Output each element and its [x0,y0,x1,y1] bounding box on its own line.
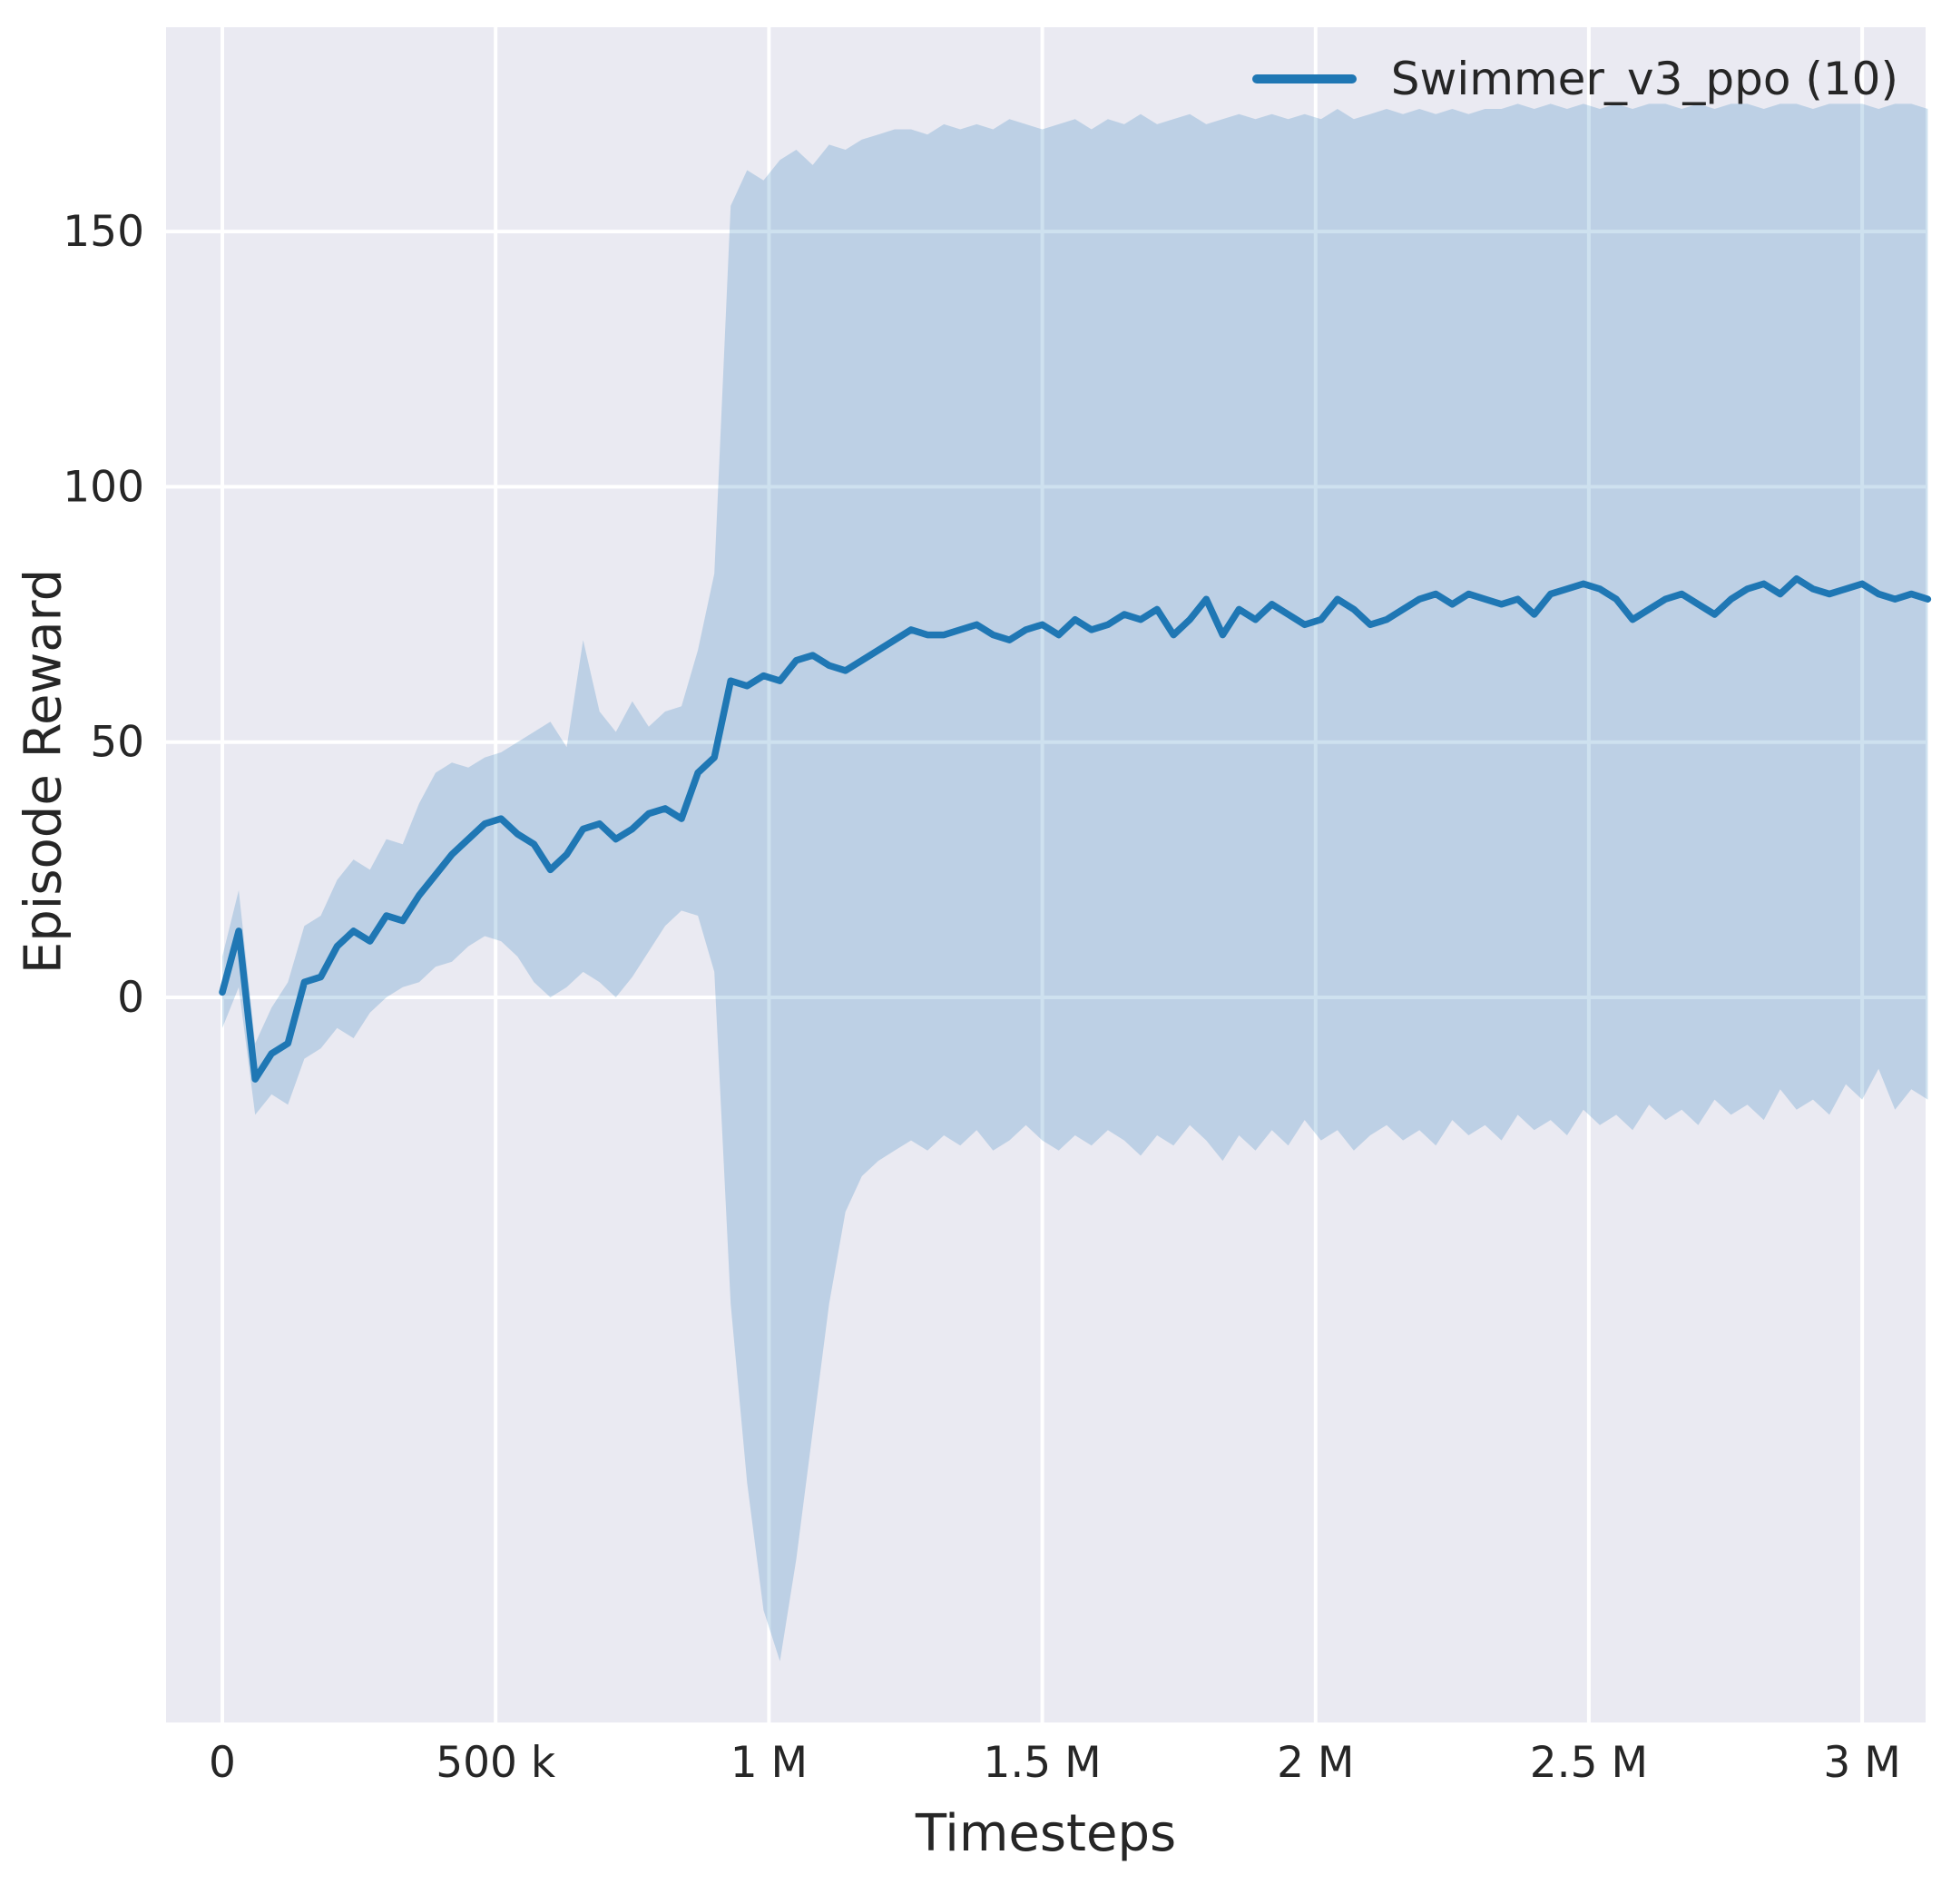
y-tick-label: 0 [117,973,144,1023]
y-tick-label: 100 [63,462,144,512]
legend: Swimmer_v3_ppo (10) [1251,53,1898,105]
legend-label: Swimmer_v3_ppo (10) [1390,53,1898,105]
confidence-band [222,103,1928,1662]
x-tick-label: 2 M [1277,1738,1354,1788]
y-axis-label: Episode Reward [14,568,74,975]
x-tick-label: 0 [209,1738,236,1788]
y-tick-label: 150 [63,207,144,257]
x-tick-label: 1.5 M [983,1738,1101,1788]
legend-line-swatch [1251,74,1357,83]
x-tick-label: 500 k [436,1738,556,1788]
x-tick-label: 2.5 M [1530,1738,1648,1788]
y-tick-label: 50 [90,718,144,768]
x-tick-label: 1 M [730,1738,808,1788]
plot-area [166,27,1926,1722]
x-axis-label: Timesteps [915,1804,1177,1863]
x-tick-label: 3 M [1823,1738,1900,1788]
mean-line [219,574,1932,1083]
